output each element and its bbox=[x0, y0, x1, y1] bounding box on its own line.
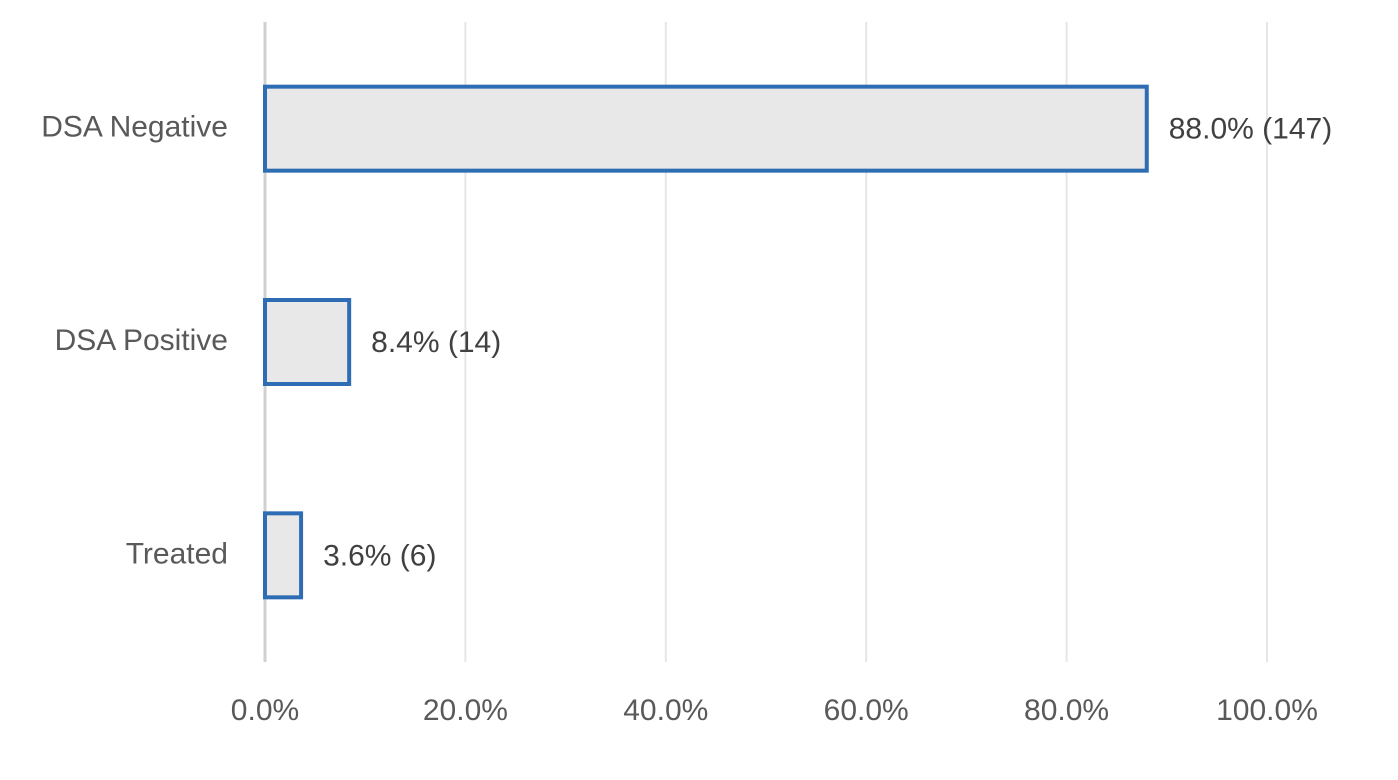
bar bbox=[263, 511, 304, 600]
x-tick-label: 20.0% bbox=[423, 694, 508, 727]
y-tick-label: DSA Positive bbox=[55, 324, 228, 357]
y-tick-label: DSA Negative bbox=[41, 111, 228, 144]
bar bbox=[263, 84, 1149, 173]
x-tick-label: 100.0% bbox=[1216, 694, 1318, 727]
y-tick-label: Treated bbox=[126, 537, 228, 570]
x-tick-label: 60.0% bbox=[824, 694, 909, 727]
data-label: 8.4% (14) bbox=[371, 326, 501, 359]
x-tick-label: 0.0% bbox=[231, 694, 299, 727]
bar bbox=[263, 298, 352, 386]
data-label: 88.0% (147) bbox=[1169, 113, 1332, 146]
x-tick-label: 40.0% bbox=[623, 694, 708, 727]
data-label: 3.6% (6) bbox=[323, 539, 436, 572]
x-tick-label: 80.0% bbox=[1024, 694, 1109, 727]
